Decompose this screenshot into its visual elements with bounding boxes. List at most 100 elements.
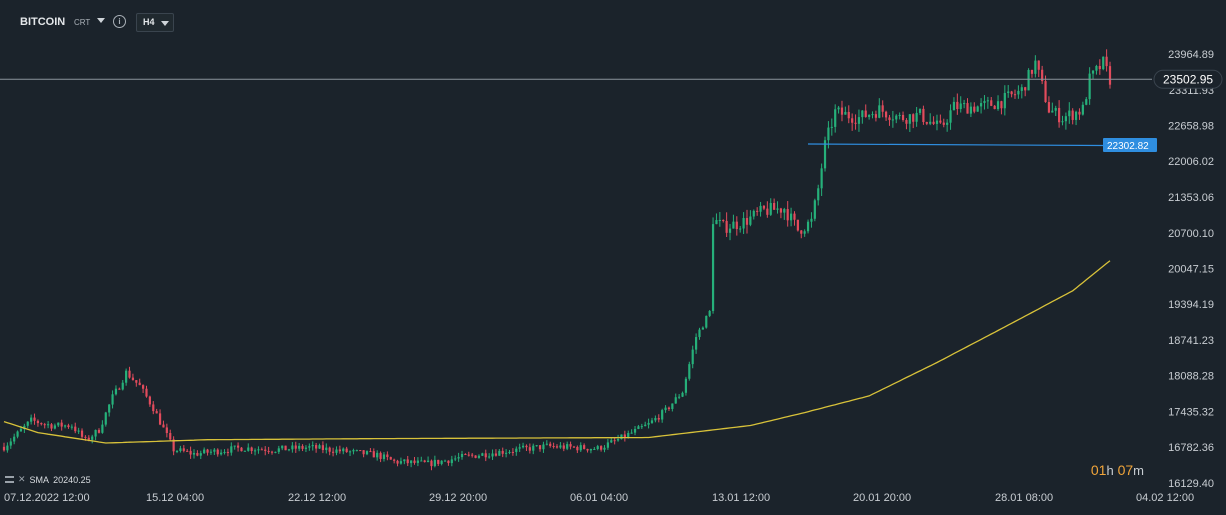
candle-body <box>783 209 786 213</box>
candle-body <box>521 445 525 448</box>
symbol-label[interactable]: BITCOIN <box>20 16 66 28</box>
candle-body <box>277 448 280 452</box>
candle-body <box>230 446 233 453</box>
chart-type-selector[interactable]: CRT <box>74 18 91 27</box>
candle-body <box>352 450 355 452</box>
sma-label: SMA <box>29 474 50 485</box>
candle-body <box>678 396 681 398</box>
candle-body <box>481 453 484 456</box>
candle-body <box>26 421 29 426</box>
chart-type-chevron-down-icon[interactable] <box>97 18 105 23</box>
timeframe-label: H4 <box>143 17 155 27</box>
candle-body <box>664 407 667 411</box>
candle-body <box>942 122 945 125</box>
candle-body <box>732 221 735 229</box>
candle-body <box>1095 65 1098 71</box>
candle-body <box>671 403 674 409</box>
candle-body <box>959 103 962 110</box>
candle-body <box>586 448 589 451</box>
candle-body <box>206 449 209 453</box>
candle-body <box>593 449 596 451</box>
candle-body <box>175 451 179 453</box>
candle-body <box>555 446 559 448</box>
candle-body <box>416 460 420 463</box>
candle-body <box>596 446 599 450</box>
candle-body <box>236 445 240 448</box>
candle-body <box>454 458 457 460</box>
candle-body <box>745 218 749 225</box>
candle-body <box>179 448 182 452</box>
candle-body <box>9 441 12 446</box>
candle-body <box>545 443 548 445</box>
candle-body <box>304 447 308 449</box>
candle-body <box>939 120 942 123</box>
candle-body <box>301 445 304 449</box>
candle-body <box>298 445 301 449</box>
candle-body <box>922 108 925 123</box>
candle-body <box>47 424 50 426</box>
candle-body <box>969 106 973 114</box>
candle-body <box>243 450 246 452</box>
candle-body <box>1030 69 1034 74</box>
candle-body <box>817 188 820 201</box>
candle-body <box>773 202 776 210</box>
candle-body <box>114 388 118 395</box>
candle-body <box>569 444 572 447</box>
sma-legend[interactable]: ✕ SMA 20240.25 <box>5 474 91 485</box>
candle-body <box>1058 107 1061 123</box>
candle-body <box>684 378 688 393</box>
candle-body <box>1071 110 1074 120</box>
candle-body <box>823 140 827 169</box>
candle-body <box>739 228 742 230</box>
candle-body <box>891 119 894 121</box>
price-tick-label: 23964.89 <box>1168 49 1214 61</box>
horizontal-level-value: 22302.82 <box>1107 141 1149 152</box>
candle-body <box>952 101 956 111</box>
candle-body <box>963 103 966 105</box>
candle-body <box>820 168 823 189</box>
timeframe-selector[interactable]: H4 <box>136 13 174 32</box>
candle-body <box>1068 110 1071 117</box>
candle-body <box>766 208 769 215</box>
candle-body <box>426 460 430 463</box>
candle-body <box>172 439 175 452</box>
candle-body <box>406 459 409 464</box>
candle-body <box>1000 101 1003 109</box>
candle-body <box>23 425 26 429</box>
candle-body <box>77 430 80 432</box>
candle-body <box>19 428 23 432</box>
candle-body <box>633 428 637 433</box>
candle-body <box>355 450 358 452</box>
countdown-minutes: 07 <box>1117 462 1134 478</box>
candle-body <box>623 434 626 438</box>
candles-layer <box>2 49 1112 471</box>
candle-body <box>908 114 911 124</box>
candle-body <box>118 388 121 390</box>
candle-body <box>491 453 494 457</box>
candle-body <box>433 459 436 467</box>
candle-body <box>576 446 579 451</box>
candle-body <box>949 110 952 123</box>
candle-body <box>138 382 141 386</box>
candle-body <box>813 200 816 219</box>
candle-body <box>338 449 341 452</box>
info-icon[interactable]: i <box>113 15 126 28</box>
candle-body <box>477 455 481 458</box>
candle-body <box>1085 99 1088 105</box>
candle-body <box>986 100 989 102</box>
candle-body <box>630 432 633 434</box>
candle-body <box>627 433 630 438</box>
last-price-tag: 23502.95 <box>1153 69 1223 89</box>
candle-body <box>851 118 854 123</box>
indicator-settings-icon[interactable] <box>5 476 14 483</box>
candle-body <box>508 451 511 453</box>
candle-body <box>579 445 582 451</box>
candle-body <box>881 105 884 112</box>
candle-body <box>203 449 206 454</box>
candle-body <box>111 394 114 405</box>
countdown-minutes-unit: m <box>1133 463 1144 478</box>
candle-body <box>532 445 535 451</box>
close-icon[interactable]: ✕ <box>18 474 26 484</box>
